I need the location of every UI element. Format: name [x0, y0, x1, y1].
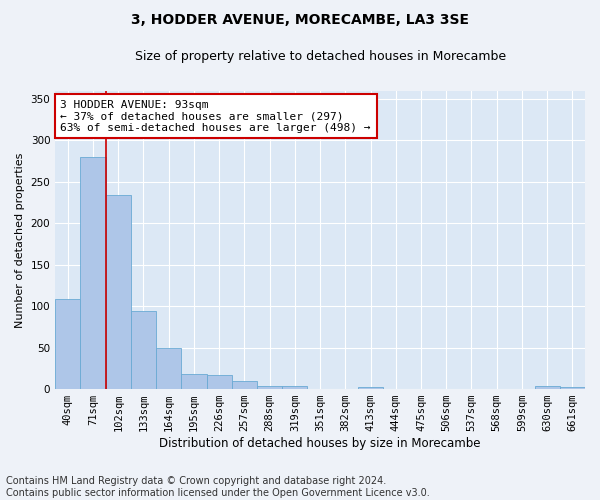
Y-axis label: Number of detached properties: Number of detached properties: [15, 152, 25, 328]
Bar: [560, 386, 585, 389]
Bar: [80, 157, 106, 389]
Bar: [232, 381, 257, 389]
Title: Size of property relative to detached houses in Morecambe: Size of property relative to detached ho…: [134, 50, 506, 63]
Bar: [206, 375, 232, 389]
Text: 3 HODDER AVENUE: 93sqm
← 37% of detached houses are smaller (297)
63% of semi-de: 3 HODDER AVENUE: 93sqm ← 37% of detached…: [61, 100, 371, 132]
Bar: [156, 348, 181, 389]
Bar: [55, 298, 80, 389]
Bar: [358, 386, 383, 389]
Bar: [257, 386, 282, 389]
Bar: [106, 195, 131, 389]
Bar: [282, 386, 307, 389]
Text: 3, HODDER AVENUE, MORECAMBE, LA3 3SE: 3, HODDER AVENUE, MORECAMBE, LA3 3SE: [131, 12, 469, 26]
Text: Contains HM Land Registry data © Crown copyright and database right 2024.
Contai: Contains HM Land Registry data © Crown c…: [6, 476, 430, 498]
Bar: [181, 374, 206, 389]
Bar: [535, 386, 560, 389]
Bar: [131, 311, 156, 389]
X-axis label: Distribution of detached houses by size in Morecambe: Distribution of detached houses by size …: [160, 437, 481, 450]
